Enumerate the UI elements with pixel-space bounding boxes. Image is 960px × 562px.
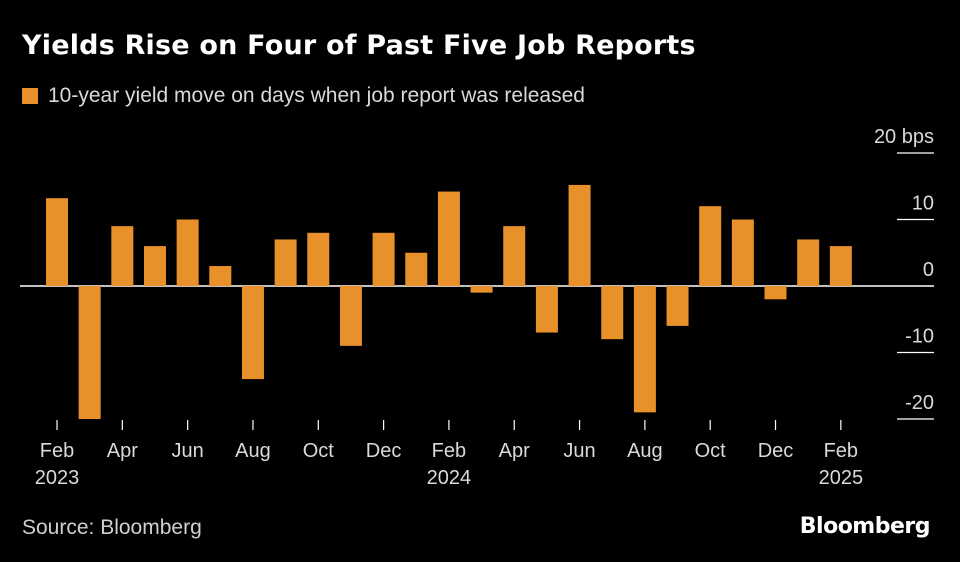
y-tick-label: 0	[923, 259, 934, 281]
bar	[731, 219, 754, 286]
y-tick-label: 20 bps	[874, 126, 934, 148]
x-tick-year: 2025	[819, 467, 864, 489]
bloomberg-logo: Bloomberg	[799, 514, 931, 539]
bar	[503, 226, 526, 286]
bar	[143, 246, 166, 286]
legend-label: 10-year yield move on days when job repo…	[48, 84, 585, 107]
x-tick-label: Feb	[40, 440, 74, 462]
x-tick-label: Aug	[235, 440, 271, 462]
bar	[797, 239, 820, 286]
bar	[372, 232, 395, 286]
bar	[666, 286, 689, 326]
x-tick-label: Dec	[366, 440, 402, 462]
bar	[241, 286, 264, 380]
x-tick-label: Apr	[107, 440, 138, 462]
bar	[111, 226, 134, 286]
x-tick-label: Jun	[563, 440, 595, 462]
x-tick-label: Feb	[824, 440, 858, 462]
x-tick-label: Oct	[695, 440, 727, 462]
bar	[46, 198, 68, 286]
legend: 10-year yield move on days when job repo…	[22, 84, 585, 108]
x-tick-label: Apr	[499, 440, 530, 462]
bar	[437, 191, 460, 286]
bar	[568, 184, 591, 286]
x-tick-label: Dec	[758, 440, 794, 462]
bar	[764, 286, 787, 300]
bar	[535, 286, 558, 333]
bar	[601, 286, 624, 340]
bar	[699, 206, 722, 286]
x-tick-year: 2024	[427, 467, 472, 489]
bar	[829, 246, 852, 286]
y-tick-label: -10	[905, 326, 934, 348]
bar	[307, 232, 330, 286]
bar	[470, 286, 493, 293]
bar	[78, 286, 101, 419]
x-tick-label: Oct	[303, 440, 335, 462]
bar	[633, 286, 656, 413]
y-tick-label: -20	[905, 392, 934, 414]
source-note: Source: Bloomberg	[22, 516, 202, 539]
y-tick-label: 10	[912, 193, 934, 215]
bar	[274, 239, 297, 286]
x-tick-label: Feb	[432, 440, 466, 462]
x-tick-label: Aug	[627, 440, 663, 462]
bars	[46, 184, 852, 419]
legend-swatch	[22, 88, 38, 104]
chart-title: Yields Rise on Four of Past Five Job Rep…	[22, 30, 696, 61]
bar	[339, 286, 362, 346]
bar	[405, 252, 428, 286]
bar	[176, 219, 199, 286]
y-axis-labels: 20 bps 10 0 -10 -20	[874, 126, 934, 414]
x-tick-label: Jun	[172, 440, 204, 462]
bar	[209, 266, 232, 286]
x-axis: Feb 2023 Apr Jun Aug Oct Dec Feb 2024 Apr Jun Aug Oc…	[35, 420, 863, 489]
x-tick-year: 2023	[35, 467, 80, 489]
